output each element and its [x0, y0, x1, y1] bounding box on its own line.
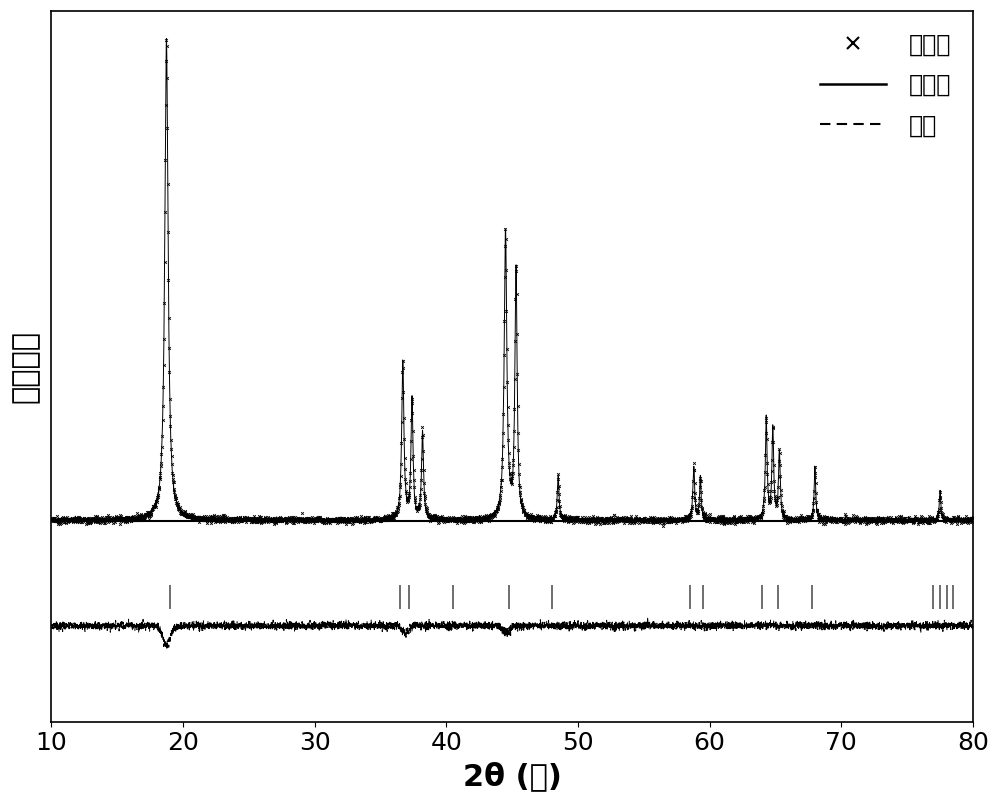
观测値: [207, 515, 219, 525]
观测値: [45, 515, 57, 525]
差値: [45, 619, 57, 629]
差値: [778, 622, 790, 631]
观测値: [967, 512, 979, 522]
计算値: [631, 514, 643, 524]
观测値: [657, 521, 669, 531]
观测値: [858, 514, 870, 524]
计算値: [45, 515, 57, 525]
计算値: [92, 515, 104, 525]
差値: [591, 619, 603, 629]
计算値: [591, 514, 603, 524]
Line: 差値: 差値: [51, 617, 973, 649]
差値: [92, 620, 104, 630]
X-axis label: 2θ (度): 2θ (度): [463, 761, 562, 791]
Line: 计算値: 计算値: [51, 38, 973, 521]
差値: [379, 622, 391, 632]
计算値: [967, 513, 979, 523]
计算値: [379, 514, 391, 524]
Y-axis label: 相对强度: 相对强度: [11, 330, 40, 403]
Line: 观测値: 观测値: [50, 38, 974, 527]
计算値: [160, 34, 172, 43]
差値: [729, 622, 741, 632]
差値: [642, 612, 654, 622]
观测値: [691, 506, 703, 516]
观测値: [160, 34, 172, 44]
差値: [967, 622, 979, 631]
计算値: [47, 516, 59, 526]
观测値: [81, 518, 93, 528]
观测値: [123, 516, 135, 525]
差値: [631, 619, 643, 629]
计算値: [778, 512, 790, 522]
计算値: [729, 515, 741, 525]
差値: [161, 644, 173, 654]
观测値: [133, 512, 145, 521]
Legend: 观测値, 计算値, 差値: 观测値, 计算値, 差値: [810, 23, 961, 147]
